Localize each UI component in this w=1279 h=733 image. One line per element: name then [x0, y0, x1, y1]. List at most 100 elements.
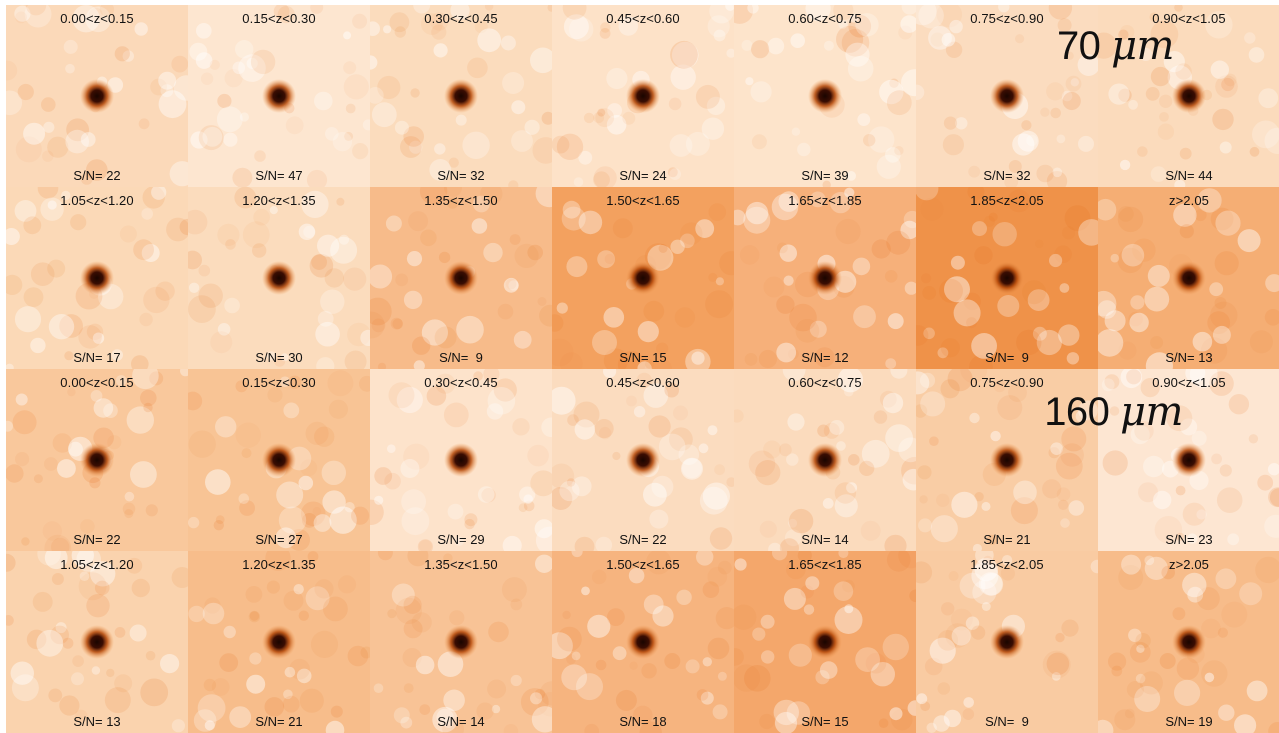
- central-source: [262, 79, 296, 113]
- stack-tile: 0.45<z<0.60 S/N= 22: [552, 369, 734, 551]
- redshift-label: 0.30<z<0.45: [424, 375, 498, 390]
- signal-to-noise-label: S/N= 23: [1165, 532, 1213, 547]
- redshift-label: 0.75<z<0.90: [970, 11, 1044, 26]
- stack-tile: 0.75<z<0.90 S/N= 21: [916, 369, 1098, 551]
- noise-texture: [6, 5, 188, 187]
- stack-tile: 0.15<z<0.30 S/N= 27: [188, 369, 370, 551]
- redshift-label: 0.45<z<0.60: [606, 375, 680, 390]
- signal-to-noise-label: S/N= 44: [1165, 168, 1213, 183]
- central-source: [444, 261, 478, 295]
- stack-tile: 1.20<z<1.35 S/N= 30: [188, 187, 370, 369]
- noise-texture: [552, 369, 734, 551]
- redshift-label: 1.35<z<1.50: [424, 557, 498, 572]
- signal-to-noise-label: S/N= 17: [73, 350, 121, 365]
- redshift-label: 0.60<z<0.75: [788, 375, 862, 390]
- stack-tile: 0.30<z<0.45 S/N= 32: [370, 5, 552, 187]
- stack-tile: 1.65<z<1.85 S/N= 15: [734, 551, 916, 733]
- noise-texture: [6, 187, 188, 369]
- stack-tile: 1.20<z<1.35 S/N= 21: [188, 551, 370, 733]
- signal-to-noise-label: S/N= 18: [619, 714, 667, 729]
- stacked-image: [734, 369, 916, 551]
- redshift-label: z>2.05: [1169, 193, 1209, 208]
- signal-to-noise-label: S/N= 13: [1165, 350, 1213, 365]
- stack-tile: 1.85<z<2.05 S/N= 9: [916, 551, 1098, 733]
- redshift-label: 1.20<z<1.35: [242, 193, 316, 208]
- redshift-label: 0.45<z<0.60: [606, 11, 680, 26]
- stacked-image: [552, 369, 734, 551]
- signal-to-noise-label: S/N= 47: [255, 168, 303, 183]
- central-source: [262, 625, 296, 659]
- stack-tile: z>2.05 S/N= 19: [1098, 551, 1279, 733]
- stack-tile: 0.15<z<0.30 S/N= 47: [188, 5, 370, 187]
- stacked-image: [370, 551, 552, 733]
- signal-to-noise-label: S/N= 9: [439, 350, 483, 365]
- signal-to-noise-label: S/N= 9: [985, 350, 1029, 365]
- stack-tile: 0.45<z<0.60 S/N= 24: [552, 5, 734, 187]
- redshift-label: 1.35<z<1.50: [424, 193, 498, 208]
- signal-to-noise-label: S/N= 21: [255, 714, 303, 729]
- central-source: [80, 443, 114, 477]
- signal-to-noise-label: S/N= 22: [73, 532, 121, 547]
- central-source: [444, 79, 478, 113]
- stacked-image: [734, 187, 916, 369]
- signal-to-noise-label: S/N= 9: [985, 714, 1029, 729]
- stack-tile: 0.75<z<0.90 S/N= 32: [916, 5, 1098, 187]
- stacked-image: [734, 551, 916, 733]
- band-unit: μm: [1111, 23, 1174, 69]
- stacked-image-grid: 1.05<z<1.20 S/N= 17 1.20<z<1.35 S/N= 30 1.35…: [6, 5, 1279, 733]
- central-source: [262, 443, 296, 477]
- redshift-label: 1.05<z<1.20: [60, 193, 134, 208]
- central-source: [626, 79, 660, 113]
- central-source: [1172, 261, 1206, 295]
- stack-tile: 1.50<z<1.65 S/N= 18: [552, 551, 734, 733]
- band-unit: μm: [1120, 389, 1183, 435]
- stack-tile: 1.05<z<1.20 S/N= 13: [6, 551, 188, 733]
- noise-texture: [1101, 369, 1279, 546]
- signal-to-noise-label: S/N= 19: [1165, 714, 1213, 729]
- redshift-label: 0.90<z<1.05: [1152, 375, 1226, 390]
- stacked-image: [370, 369, 552, 551]
- noise-texture: [552, 5, 734, 187]
- band-label-70um: 70 μm: [1057, 23, 1175, 69]
- signal-to-noise-label: S/N= 29: [437, 532, 485, 547]
- central-source: [808, 625, 842, 659]
- tile-row: 1.05<z<1.20 S/N= 17 1.20<z<1.35 S/N= 30 1.35…: [6, 187, 1279, 369]
- noise-texture: [916, 187, 1098, 369]
- stacked-image: [6, 5, 188, 187]
- stack-tile: 0.90<z<1.05 S/N= 23: [1098, 369, 1279, 551]
- redshift-label: 0.00<z<0.15: [60, 11, 134, 26]
- stacked-image: [6, 369, 188, 551]
- central-source: [444, 443, 478, 477]
- stacked-image: [6, 551, 188, 733]
- central-source: [990, 79, 1024, 113]
- signal-to-noise-label: S/N= 32: [437, 168, 485, 183]
- noise-texture: [188, 370, 370, 551]
- stack-tile: 0.90<z<1.05 S/N= 44: [1098, 5, 1279, 187]
- stacked-image: [370, 5, 552, 187]
- stack-tile: 1.65<z<1.85 S/N= 12: [734, 187, 916, 369]
- central-source: [626, 261, 660, 295]
- central-source: [808, 261, 842, 295]
- stack-tile: 0.00<z<0.15 S/N= 22: [6, 5, 188, 187]
- stacked-image: [552, 551, 734, 733]
- redshift-label: 1.20<z<1.35: [242, 557, 316, 572]
- redshift-label: z>2.05: [1169, 557, 1209, 572]
- central-source: [626, 443, 660, 477]
- stacked-image: [370, 187, 552, 369]
- stacked-image: [1098, 551, 1279, 733]
- central-source: [808, 79, 842, 113]
- panel-160um: 1.05<z<1.20 S/N= 13 1.20<z<1.35 S/N= 21 1.35…: [6, 369, 1279, 733]
- central-source: [1172, 79, 1206, 113]
- tile-row: 0.00<z<0.15 S/N= 22 0.15<z<0.30 S/N= 47 0.30…: [6, 5, 1279, 187]
- stack-tile: 0.30<z<0.45 S/N= 29: [370, 369, 552, 551]
- stacked-image: [552, 5, 734, 187]
- stack-tile: 1.35<z<1.50 S/N= 14: [370, 551, 552, 733]
- signal-to-noise-label: S/N= 39: [801, 168, 849, 183]
- band-label-160um: 160 μm: [1044, 389, 1183, 435]
- noise-texture: [734, 551, 916, 733]
- stack-tile: 1.35<z<1.50 S/N= 9: [370, 187, 552, 369]
- stacked-image: [188, 551, 370, 733]
- noise-texture: [370, 187, 552, 369]
- noise-texture: [1098, 554, 1279, 733]
- redshift-label: 0.15<z<0.30: [242, 11, 316, 26]
